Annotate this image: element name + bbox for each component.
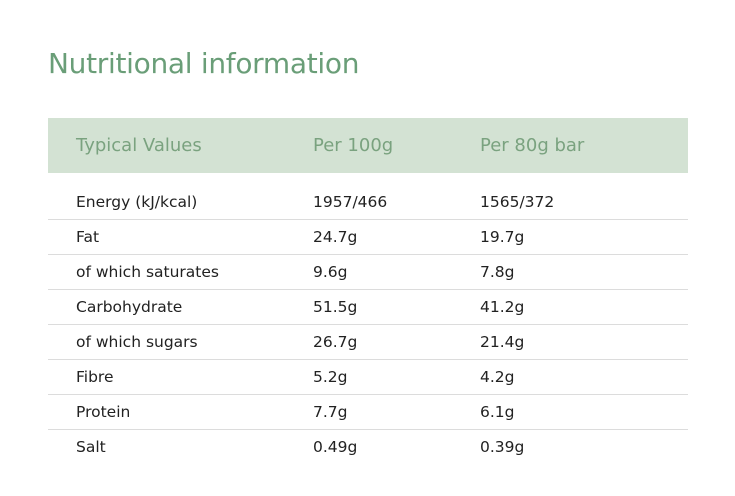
- per-bar-value: 7.8g: [480, 254, 688, 290]
- per-bar-value: 4.2g: [480, 359, 688, 395]
- nutrient-name: Fibre: [48, 359, 313, 395]
- per-bar-value: 19.7g: [480, 219, 688, 255]
- per-bar-value: 1565/372: [480, 173, 688, 220]
- per-100g-value: 9.6g: [313, 254, 480, 290]
- per-bar-value: 21.4g: [480, 324, 688, 360]
- header-per-bar: Per 80g bar: [480, 135, 585, 156]
- nutrient-name: Energy (kJ/kcal): [48, 173, 313, 220]
- nutrient-name: of which saturates: [48, 254, 313, 290]
- nutrient-name: Carbohydrate: [48, 289, 313, 325]
- nutrient-name: Fat: [48, 219, 313, 255]
- header-per-100g: Per 100g: [313, 135, 394, 156]
- per-100g-value: 0.49g: [313, 437, 358, 456]
- per-100g-value: 5.2g: [313, 359, 480, 395]
- per-100g-value: 51.5g: [313, 289, 480, 325]
- page-title: Nutritional information: [48, 47, 360, 80]
- per-100g-value: 24.7g: [313, 219, 480, 255]
- per-bar-value: 6.1g: [480, 394, 688, 430]
- header-typical-values: Typical Values: [76, 135, 202, 156]
- nutrient-name: Protein: [48, 394, 313, 430]
- per-bar-value: 0.39g: [480, 437, 525, 456]
- table-row: Energy (kJ/kcal) 1957/466 1565/372: [48, 173, 688, 220]
- per-100g-value: 7.7g: [313, 394, 480, 430]
- per-bar-value: 41.2g: [480, 289, 688, 325]
- per-100g-value: 26.7g: [313, 324, 480, 360]
- per-100g-value: 1957/466: [313, 173, 480, 220]
- table-row: Salt 0.49g 0.39g: [48, 429, 688, 464]
- table-row: Fibre 5.2g 4.2g: [48, 359, 688, 395]
- table-row: of which sugars 26.7g 21.4g: [48, 324, 688, 360]
- table-row: of which saturates 9.6g 7.8g: [48, 254, 688, 290]
- table-row: Protein 7.7g 6.1g: [48, 394, 688, 430]
- table-row: Carbohydrate 51.5g 41.2g: [48, 289, 688, 325]
- nutrient-name: of which sugars: [48, 324, 313, 360]
- table-row: Fat 24.7g 19.7g: [48, 219, 688, 255]
- nutrient-name: Salt: [76, 437, 106, 456]
- nutrition-table: Typical Values Per 100g Per 80g bar Ener…: [48, 118, 688, 464]
- table-header-row: Typical Values Per 100g Per 80g bar: [48, 118, 688, 173]
